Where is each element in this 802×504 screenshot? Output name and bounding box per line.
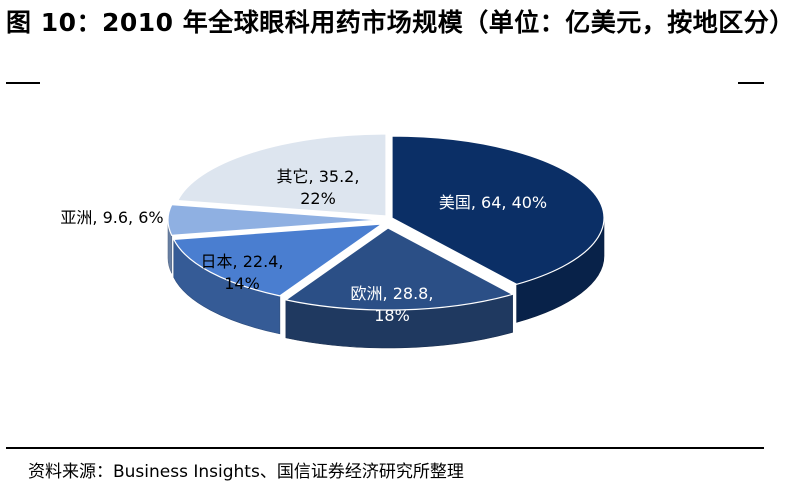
pie-slice-1: [284, 227, 515, 311]
title-rule-left: [6, 82, 40, 84]
pie-slice-0: [391, 135, 605, 285]
slice-label-0: 美国, 64, 40%: [439, 193, 547, 212]
pie-side-walls: [167, 217, 605, 349]
slice-label-3: 亚洲, 9.6, 6%: [60, 208, 163, 227]
slice-label-1: 欧洲, 28.8,: [351, 284, 434, 303]
source-rule: [6, 447, 764, 449]
pie-slice-4: [176, 133, 387, 217]
slice-percent-2: 14%: [224, 274, 260, 293]
title-rule-right: [738, 82, 764, 84]
pie-labels: 美国, 64, 40% 欧洲, 28.8, 18% 日本, 22.4, 14% 亚洲, 9…: [60, 167, 547, 325]
slice-percent-4: 22%: [300, 189, 336, 208]
slice-label-4: 其它, 35.2,: [277, 167, 360, 186]
pie-slice-2: [172, 223, 385, 297]
pie-slice-3: [167, 204, 381, 236]
source-note: 资料来源：Business Insights、国信证券经济研究所整理: [28, 462, 464, 482]
chart-title: 图 10：2010 年全球眼科用药市场规模（单位：亿美元，按地区分）: [6, 8, 795, 37]
pie-top-faces: [167, 133, 605, 311]
slice-percent-1: 18%: [374, 306, 410, 325]
slice-label-2: 日本, 22.4,: [201, 252, 284, 271]
